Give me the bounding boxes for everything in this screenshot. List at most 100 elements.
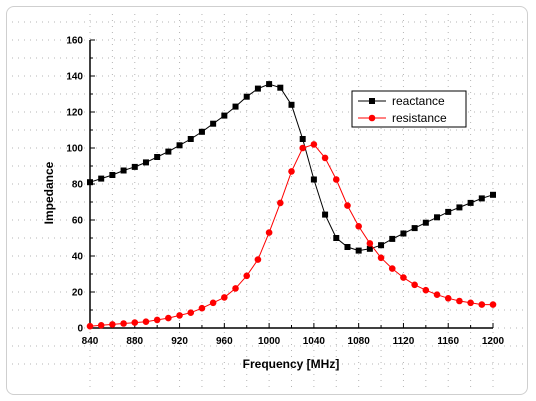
reactance-point: [400, 230, 407, 237]
resistance-point: [165, 314, 172, 322]
resistance-point: [444, 295, 452, 302]
reactance-point: [411, 225, 418, 232]
x-tick-label: 1120: [393, 336, 415, 347]
x-tick-label: 1160: [437, 336, 459, 347]
reactance-point: [87, 179, 93, 186]
resistance-point: [377, 254, 385, 262]
y-tick-label: 20: [72, 288, 84, 299]
x-tick-label: 880: [126, 336, 143, 347]
legend-label-reactance: reactance: [392, 94, 445, 108]
x-tick-label: 840: [82, 336, 99, 347]
reactance-point: [232, 103, 239, 110]
resistance-point: [467, 299, 474, 307]
reactance-point: [210, 120, 217, 127]
resistance-point: [344, 202, 351, 209]
reactance-point: [422, 219, 429, 226]
resistance-point: [332, 176, 340, 183]
reactance-point: [322, 211, 329, 218]
reactance-point: [109, 172, 116, 178]
reactance-point: [131, 163, 138, 170]
resistance-point: [456, 297, 463, 305]
reactance-point: [299, 136, 306, 142]
resistance-point: [478, 301, 486, 308]
resistance-point: [489, 301, 497, 308]
axes: 840 880 920 960 1000 1040 1080 1120 1160 1200 0 20 4…: [66, 36, 504, 348]
reactance-point: [176, 142, 183, 149]
resistance-point: [153, 316, 161, 324]
y-tick-label: 100: [66, 144, 83, 155]
resistance-point: [198, 304, 206, 312]
resistance-point: [277, 199, 284, 207]
reactance-point: [333, 235, 340, 241]
reactance-point: [154, 154, 161, 160]
y-tick-label: 120: [66, 108, 83, 119]
x-tick-label: 1080: [348, 336, 371, 347]
resistance-point: [411, 281, 418, 289]
reactance-point: [389, 235, 396, 242]
resistance-point: [265, 229, 273, 236]
resistance-point: [209, 299, 217, 307]
x-axis-title: Frequency [MHz]: [243, 357, 340, 371]
resistance-point: [187, 309, 195, 317]
x-tick-label: 1000: [258, 336, 281, 347]
resistance-point: [388, 265, 396, 272]
reactance-point: [478, 195, 485, 202]
x-tick-label: 920: [171, 336, 188, 347]
resistance-point: [109, 321, 116, 328]
resistance-point: [131, 319, 139, 326]
reactance-point: [310, 176, 317, 183]
reactance-point: [288, 101, 295, 108]
y-tick-label: 80: [72, 180, 84, 191]
reactance-point: [445, 208, 452, 215]
resistance-point: [142, 318, 150, 326]
resistance-point: [288, 168, 295, 175]
resistance-point: [176, 312, 183, 319]
reactance-point: [277, 84, 284, 91]
resistance-point: [254, 256, 262, 263]
resistance-point: [422, 286, 430, 294]
chart-frame: [6, 6, 528, 395]
resistance-point: [321, 154, 329, 162]
resistance-point: [221, 294, 228, 301]
y-tick-label: 0: [77, 324, 83, 335]
reactance-point: [98, 175, 105, 182]
y-tick-label: 60: [72, 216, 84, 227]
reactance-point: [254, 85, 261, 92]
resistance-point: [400, 274, 407, 281]
x-tick-label: 1040: [303, 336, 326, 347]
resistance-point: [366, 240, 374, 247]
x-tick-label: 1200: [482, 336, 505, 347]
y-tick-label: 140: [66, 72, 83, 83]
reactance-point: [456, 204, 463, 211]
y-tick-label: 160: [66, 36, 83, 47]
reactance-point: [378, 242, 385, 249]
resistance-point: [97, 322, 105, 329]
reactance-point: [366, 245, 373, 252]
reactance-point: [355, 247, 362, 254]
reactance-point: [243, 93, 250, 100]
reactance-point: [344, 244, 351, 250]
series-layer: [86, 81, 497, 330]
reactance-point: [490, 191, 496, 198]
reactance-point: [165, 148, 172, 155]
resistance-point: [355, 223, 362, 230]
resistance-point: [232, 285, 239, 292]
reactance-point: [187, 136, 194, 142]
resistance-point: [433, 291, 441, 299]
reactance-point: [198, 128, 205, 135]
resistance-point: [120, 320, 127, 327]
legend-label-resistance: resistance: [392, 111, 447, 125]
reactance-point: [434, 214, 441, 221]
reactance-point: [467, 199, 474, 206]
x-tick-label: 960: [216, 336, 233, 347]
legend-marker-reactance: [369, 98, 375, 104]
legend-marker-resistance: [368, 114, 376, 122]
reactance-point: [221, 112, 228, 119]
reactance-point: [266, 81, 273, 88]
resistance-point: [299, 144, 306, 152]
legend: reactance resistance: [351, 90, 467, 128]
resistance-point: [86, 322, 94, 330]
y-tick-label: 40: [72, 252, 84, 263]
reactance-point: [120, 167, 127, 174]
